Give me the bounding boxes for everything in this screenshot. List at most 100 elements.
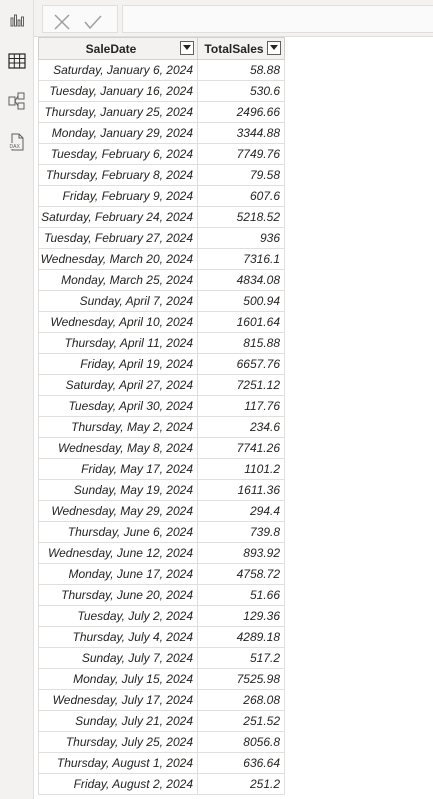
cell-saledate[interactable]: Thursday, April 11, 2024 [38, 332, 198, 354]
cell-totalsales[interactable]: 1611.36 [197, 479, 285, 501]
cell-totalsales[interactable]: 7525.98 [197, 668, 285, 690]
cell-totalsales[interactable]: 7316.1 [197, 248, 285, 270]
cell-saledate[interactable]: Tuesday, January 16, 2024 [38, 80, 198, 102]
svg-text:DAX: DAX [10, 144, 21, 150]
cell-totalsales[interactable]: 7741.26 [197, 437, 285, 459]
check-icon [84, 15, 102, 30]
column-header-saledate[interactable]: SaleDate [38, 37, 198, 60]
cell-saledate[interactable]: Wednesday, May 29, 2024 [38, 500, 198, 522]
cell-totalsales[interactable]: 8056.8 [197, 731, 285, 753]
filter-dropdown-button[interactable] [267, 41, 281, 55]
cell-totalsales[interactable]: 500.94 [197, 290, 285, 312]
table-row: Friday, August 2, 2024 251.2 [38, 773, 285, 795]
cell-saledate[interactable]: Wednesday, May 8, 2024 [38, 437, 198, 459]
cell-saledate[interactable]: Sunday, April 7, 2024 [38, 290, 198, 312]
cell-saledate[interactable]: Thursday, June 20, 2024 [38, 584, 198, 606]
cell-saledate[interactable]: Friday, August 2, 2024 [38, 773, 198, 795]
cell-totalsales[interactable]: 5218.52 [197, 206, 285, 228]
cell-totalsales[interactable]: 636.64 [197, 752, 285, 774]
cell-saledate[interactable]: Thursday, June 6, 2024 [38, 521, 198, 543]
cell-saledate[interactable]: Friday, April 19, 2024 [38, 353, 198, 375]
cell-saledate[interactable]: Thursday, January 25, 2024 [38, 101, 198, 123]
cell-saledate[interactable]: Monday, March 25, 2024 [38, 269, 198, 291]
cell-totalsales[interactable]: 6657.76 [197, 353, 285, 375]
cell-saledate[interactable]: Saturday, February 24, 2024 [38, 206, 198, 228]
table-view-button[interactable] [6, 50, 28, 72]
cell-saledate[interactable]: Monday, July 15, 2024 [38, 668, 198, 690]
cell-saledate[interactable]: Saturday, January 6, 2024 [38, 59, 198, 81]
cell-saledate[interactable]: Thursday, May 2, 2024 [38, 416, 198, 438]
report-view-button[interactable] [6, 9, 28, 31]
cell-totalsales[interactable]: 4758.72 [197, 563, 285, 585]
table-row: Wednesday, March 20, 2024 7316.1 [38, 248, 285, 270]
table-row: Thursday, May 2, 2024 234.6 [38, 416, 285, 438]
table-row: Thursday, June 6, 2024 739.8 [38, 521, 285, 543]
commit-button[interactable] [83, 13, 102, 31]
cell-saledate[interactable]: Tuesday, February 6, 2024 [38, 143, 198, 165]
cell-totalsales[interactable]: 2496.66 [197, 101, 285, 123]
table-grid-icon [8, 53, 26, 69]
cell-totalsales[interactable]: 607.6 [197, 185, 285, 207]
cell-totalsales[interactable]: 268.08 [197, 689, 285, 711]
data-table: SaleDate TotalSales Saturday, January 6,… [38, 37, 285, 795]
cell-totalsales[interactable]: 251.52 [197, 710, 285, 732]
cell-saledate[interactable]: Sunday, July 21, 2024 [38, 710, 198, 732]
table-row: Saturday, February 24, 2024 5218.52 [38, 206, 285, 228]
dax-query-view-button[interactable]: DAX [6, 131, 28, 153]
formula-input[interactable] [122, 5, 433, 33]
cell-totalsales[interactable]: 251.2 [197, 773, 285, 795]
column-header-totalsales[interactable]: TotalSales [197, 37, 285, 60]
cell-totalsales[interactable]: 7251.12 [197, 374, 285, 396]
cell-totalsales[interactable]: 58.88 [197, 59, 285, 81]
table-row: Thursday, June 20, 2024 51.66 [38, 584, 285, 606]
cell-totalsales[interactable]: 4289.18 [197, 626, 285, 648]
cell-totalsales[interactable]: 517.2 [197, 647, 285, 669]
cell-totalsales[interactable]: 936 [197, 227, 285, 249]
table-row: Thursday, July 4, 2024 4289.18 [38, 626, 285, 648]
filter-dropdown-button[interactable] [180, 41, 194, 55]
cell-saledate[interactable]: Monday, June 17, 2024 [38, 563, 198, 585]
cell-saledate[interactable]: Thursday, July 4, 2024 [38, 626, 198, 648]
cell-totalsales[interactable]: 4834.08 [197, 269, 285, 291]
cell-totalsales[interactable]: 117.76 [197, 395, 285, 417]
cell-totalsales[interactable]: 129.36 [197, 605, 285, 627]
cell-totalsales[interactable]: 1101.2 [197, 458, 285, 480]
cell-totalsales[interactable]: 530.6 [197, 80, 285, 102]
cell-saledate[interactable]: Wednesday, March 20, 2024 [38, 248, 198, 270]
cell-totalsales[interactable]: 739.8 [197, 521, 285, 543]
cell-totalsales[interactable]: 1601.64 [197, 311, 285, 333]
cell-saledate[interactable]: Friday, February 9, 2024 [38, 185, 198, 207]
cell-totalsales[interactable]: 893.92 [197, 542, 285, 564]
cell-saledate[interactable]: Wednesday, June 12, 2024 [38, 542, 198, 564]
cell-saledate[interactable]: Thursday, February 8, 2024 [38, 164, 198, 186]
cell-saledate[interactable]: Wednesday, April 10, 2024 [38, 311, 198, 333]
cell-saledate[interactable]: Monday, January 29, 2024 [38, 122, 198, 144]
cell-totalsales[interactable]: 815.88 [197, 332, 285, 354]
cancel-button[interactable] [53, 13, 71, 31]
cell-saledate[interactable]: Thursday, July 25, 2024 [38, 731, 198, 753]
cell-totalsales[interactable]: 3344.88 [197, 122, 285, 144]
table-row: Wednesday, July 17, 2024 268.08 [38, 689, 285, 711]
cell-totalsales[interactable]: 294.4 [197, 500, 285, 522]
table-row: Tuesday, January 16, 2024 530.6 [38, 80, 285, 102]
cell-saledate[interactable]: Wednesday, July 17, 2024 [38, 689, 198, 711]
dax-icon: DAX [9, 133, 24, 151]
cell-totalsales[interactable]: 51.66 [197, 584, 285, 606]
cell-saledate[interactable]: Tuesday, February 27, 2024 [38, 227, 198, 249]
table-row: Sunday, April 7, 2024 500.94 [38, 290, 285, 312]
model-view-button[interactable] [6, 90, 28, 112]
cell-saledate[interactable]: Tuesday, July 2, 2024 [38, 605, 198, 627]
table-row: Monday, January 29, 2024 3344.88 [38, 122, 285, 144]
cell-saledate[interactable]: Sunday, May 19, 2024 [38, 479, 198, 501]
cell-totalsales[interactable]: 7749.76 [197, 143, 285, 165]
formula-bar [34, 0, 433, 37]
cell-totalsales[interactable]: 234.6 [197, 416, 285, 438]
cell-totalsales[interactable]: 79.58 [197, 164, 285, 186]
cell-saledate[interactable]: Tuesday, April 30, 2024 [38, 395, 198, 417]
cell-saledate[interactable]: Thursday, August 1, 2024 [38, 752, 198, 774]
cell-saledate[interactable]: Sunday, July 7, 2024 [38, 647, 198, 669]
chevron-down-icon [183, 45, 191, 50]
table-row: Monday, July 15, 2024 7525.98 [38, 668, 285, 690]
cell-saledate[interactable]: Saturday, April 27, 2024 [38, 374, 198, 396]
cell-saledate[interactable]: Friday, May 17, 2024 [38, 458, 198, 480]
